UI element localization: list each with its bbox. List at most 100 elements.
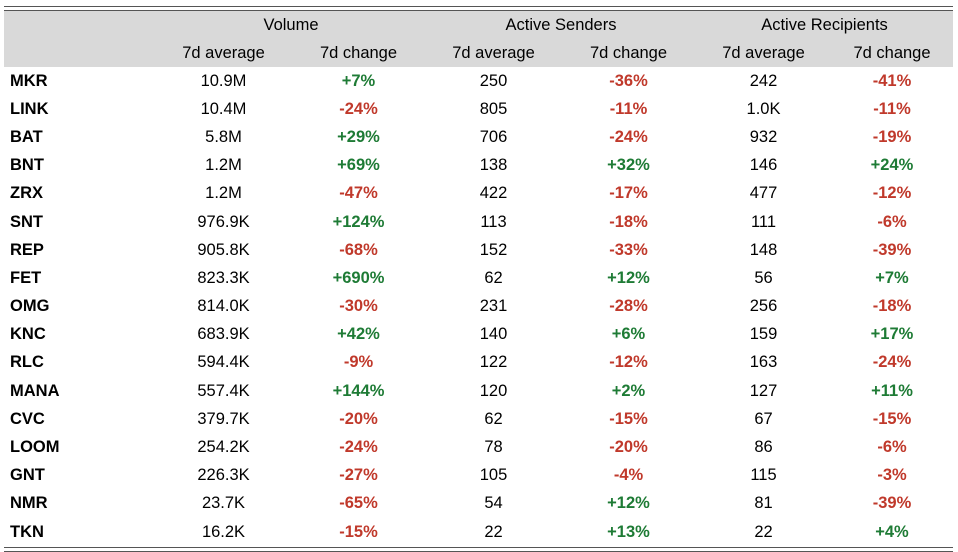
senders-avg-cell: 250: [479, 71, 508, 90]
table-body: MKR 10.9M +7% 250 -36% 242 -41% LINK 10.4M -24% 80…: [4, 67, 953, 546]
recipients-avg-cell: 146: [749, 156, 778, 175]
table-row: MANA 557.4K +144% 120 +2% 127 +11%: [4, 377, 953, 405]
volume-avg-cell: 823.3K: [197, 268, 250, 287]
senders-change-cell: +13%: [607, 522, 650, 541]
recipients-change-cell: -15%: [872, 409, 912, 428]
recipients-change-cell: -6%: [877, 212, 907, 231]
table-row: SNT 976.9K +124% 113 -18% 111 -6%: [4, 208, 953, 236]
recipients-change-cell: +24%: [870, 156, 914, 175]
volume-change-cell: -24%: [339, 99, 378, 118]
volume-avg-cell: 557.4K: [197, 381, 250, 400]
volume-change-cell: -24%: [339, 438, 378, 457]
volume-change-cell: -9%: [343, 353, 374, 372]
recipients-change-cell: -6%: [877, 438, 907, 457]
group-header-volume: Volume: [263, 15, 319, 34]
senders-change-cell: +32%: [607, 156, 650, 175]
recipients-change-cell: +17%: [870, 325, 914, 344]
ticker-cell: MKR: [10, 71, 48, 90]
volume-change-cell: +69%: [337, 156, 380, 175]
subheader-row: 7d average 7d change 7d average 7d chang…: [4, 39, 953, 67]
senders-avg-cell: 54: [484, 494, 503, 513]
ticker-cell: NMR: [10, 494, 48, 513]
volume-change-cell: -27%: [339, 466, 378, 485]
senders-avg-cell: 62: [484, 409, 503, 428]
subheader-recipients-avg: 7d average: [722, 43, 805, 62]
senders-change-cell: +6%: [611, 325, 646, 344]
recipients-change-cell: -3%: [877, 466, 907, 485]
table-row: NMR 23.7K -65% 54 +12% 81 -39%: [4, 490, 953, 518]
subheader-senders-change: 7d change: [589, 43, 668, 62]
senders-avg-cell: 152: [479, 240, 508, 259]
volume-avg-cell: 1.2M: [205, 156, 242, 175]
recipients-avg-cell: 163: [749, 353, 778, 372]
senders-avg-cell: 805: [479, 99, 508, 118]
volume-change-cell: +690%: [332, 268, 385, 287]
ticker-cell: BAT: [10, 127, 43, 146]
volume-change-cell: -47%: [339, 184, 378, 203]
ticker-cell: BNT: [10, 156, 44, 175]
volume-avg-cell: 683.9K: [197, 325, 250, 344]
ticker-cell: RLC: [10, 353, 44, 372]
volume-change-cell: +42%: [337, 325, 380, 344]
senders-avg-cell: 62: [484, 268, 503, 287]
ticker-cell: KNC: [10, 325, 46, 344]
ticker-cell: OMG: [10, 297, 50, 316]
recipients-change-cell: -11%: [873, 99, 911, 118]
volume-change-cell: -68%: [339, 240, 378, 259]
recipients-avg-cell: 111: [750, 212, 777, 231]
table-row: BAT 5.8M +29% 706 -24% 932 -19%: [4, 123, 953, 151]
ticker-cell: ZRX: [10, 184, 43, 203]
recipients-avg-cell: 256: [749, 297, 778, 316]
table-row: MKR 10.9M +7% 250 -36% 242 -41%: [4, 67, 953, 95]
ticker-cell: TKN: [10, 522, 44, 541]
senders-change-cell: -17%: [609, 184, 648, 203]
ticker-cell: REP: [10, 240, 44, 259]
volume-avg-cell: 10.4M: [200, 99, 247, 118]
table-row: ZRX 1.2M -47% 422 -17% 477 -12%: [4, 180, 953, 208]
recipients-avg-cell: 22: [754, 522, 773, 541]
senders-change-cell: -24%: [609, 127, 648, 146]
recipients-avg-cell: 81: [754, 494, 773, 513]
recipients-change-cell: -39%: [872, 494, 912, 513]
senders-avg-cell: 140: [479, 325, 508, 344]
recipients-avg-cell: 159: [749, 325, 778, 344]
volume-avg-cell: 814.0K: [197, 297, 250, 316]
table-row: OMG 814.0K -30% 231 -28% 256 -18%: [4, 293, 953, 321]
volume-avg-cell: 10.9M: [200, 71, 247, 90]
volume-change-cell: +144%: [332, 381, 385, 400]
ticker-cell: GNT: [10, 466, 45, 485]
volume-change-cell: +29%: [337, 127, 380, 146]
recipients-avg-cell: 127: [749, 381, 778, 400]
senders-change-cell: -18%: [609, 212, 648, 231]
table-row: GNT 226.3K -27% 105 -4% 115 -3%: [4, 462, 953, 490]
ticker-cell: SNT: [10, 212, 43, 231]
volume-avg-cell: 976.9K: [197, 212, 250, 231]
volume-avg-cell: 226.3K: [197, 466, 250, 485]
table-row: BNT 1.2M +69% 138 +32% 146 +24%: [4, 152, 953, 180]
senders-avg-cell: 105: [479, 466, 508, 485]
volume-change-cell: +124%: [332, 212, 385, 231]
senders-change-cell: -28%: [609, 297, 648, 316]
recipients-change-cell: +7%: [875, 268, 909, 287]
group-header-row: Volume Active Senders Active Recipients: [4, 11, 953, 39]
senders-change-cell: -15%: [609, 409, 648, 428]
table-row: RLC 594.4K -9% 122 -12% 163 -24%: [4, 349, 953, 377]
senders-change-cell: -20%: [609, 438, 648, 457]
recipients-avg-cell: 148: [749, 240, 778, 259]
table-row: REP 905.8K -68% 152 -33% 148 -39%: [4, 236, 953, 264]
senders-avg-cell: 120: [479, 381, 508, 400]
volume-avg-cell: 23.7K: [201, 494, 246, 513]
volume-change-cell: -15%: [339, 522, 378, 541]
recipients-avg-cell: 242: [749, 71, 778, 90]
senders-change-cell: -33%: [609, 240, 648, 259]
subheader-volume-change: 7d change: [319, 43, 398, 62]
senders-change-cell: -36%: [609, 71, 648, 90]
recipients-change-cell: +4%: [875, 522, 909, 541]
token-activity-table: Volume Active Senders Active Recipients …: [4, 6, 953, 552]
recipients-change-cell: +11%: [871, 381, 913, 400]
senders-avg-cell: 138: [479, 156, 508, 175]
senders-change-cell: +12%: [607, 268, 650, 287]
ticker-cell: CVC: [10, 409, 45, 428]
table-row: LOOM 254.2K -24% 78 -20% 86 -6%: [4, 433, 953, 461]
recipients-avg-cell: 932: [749, 127, 778, 146]
